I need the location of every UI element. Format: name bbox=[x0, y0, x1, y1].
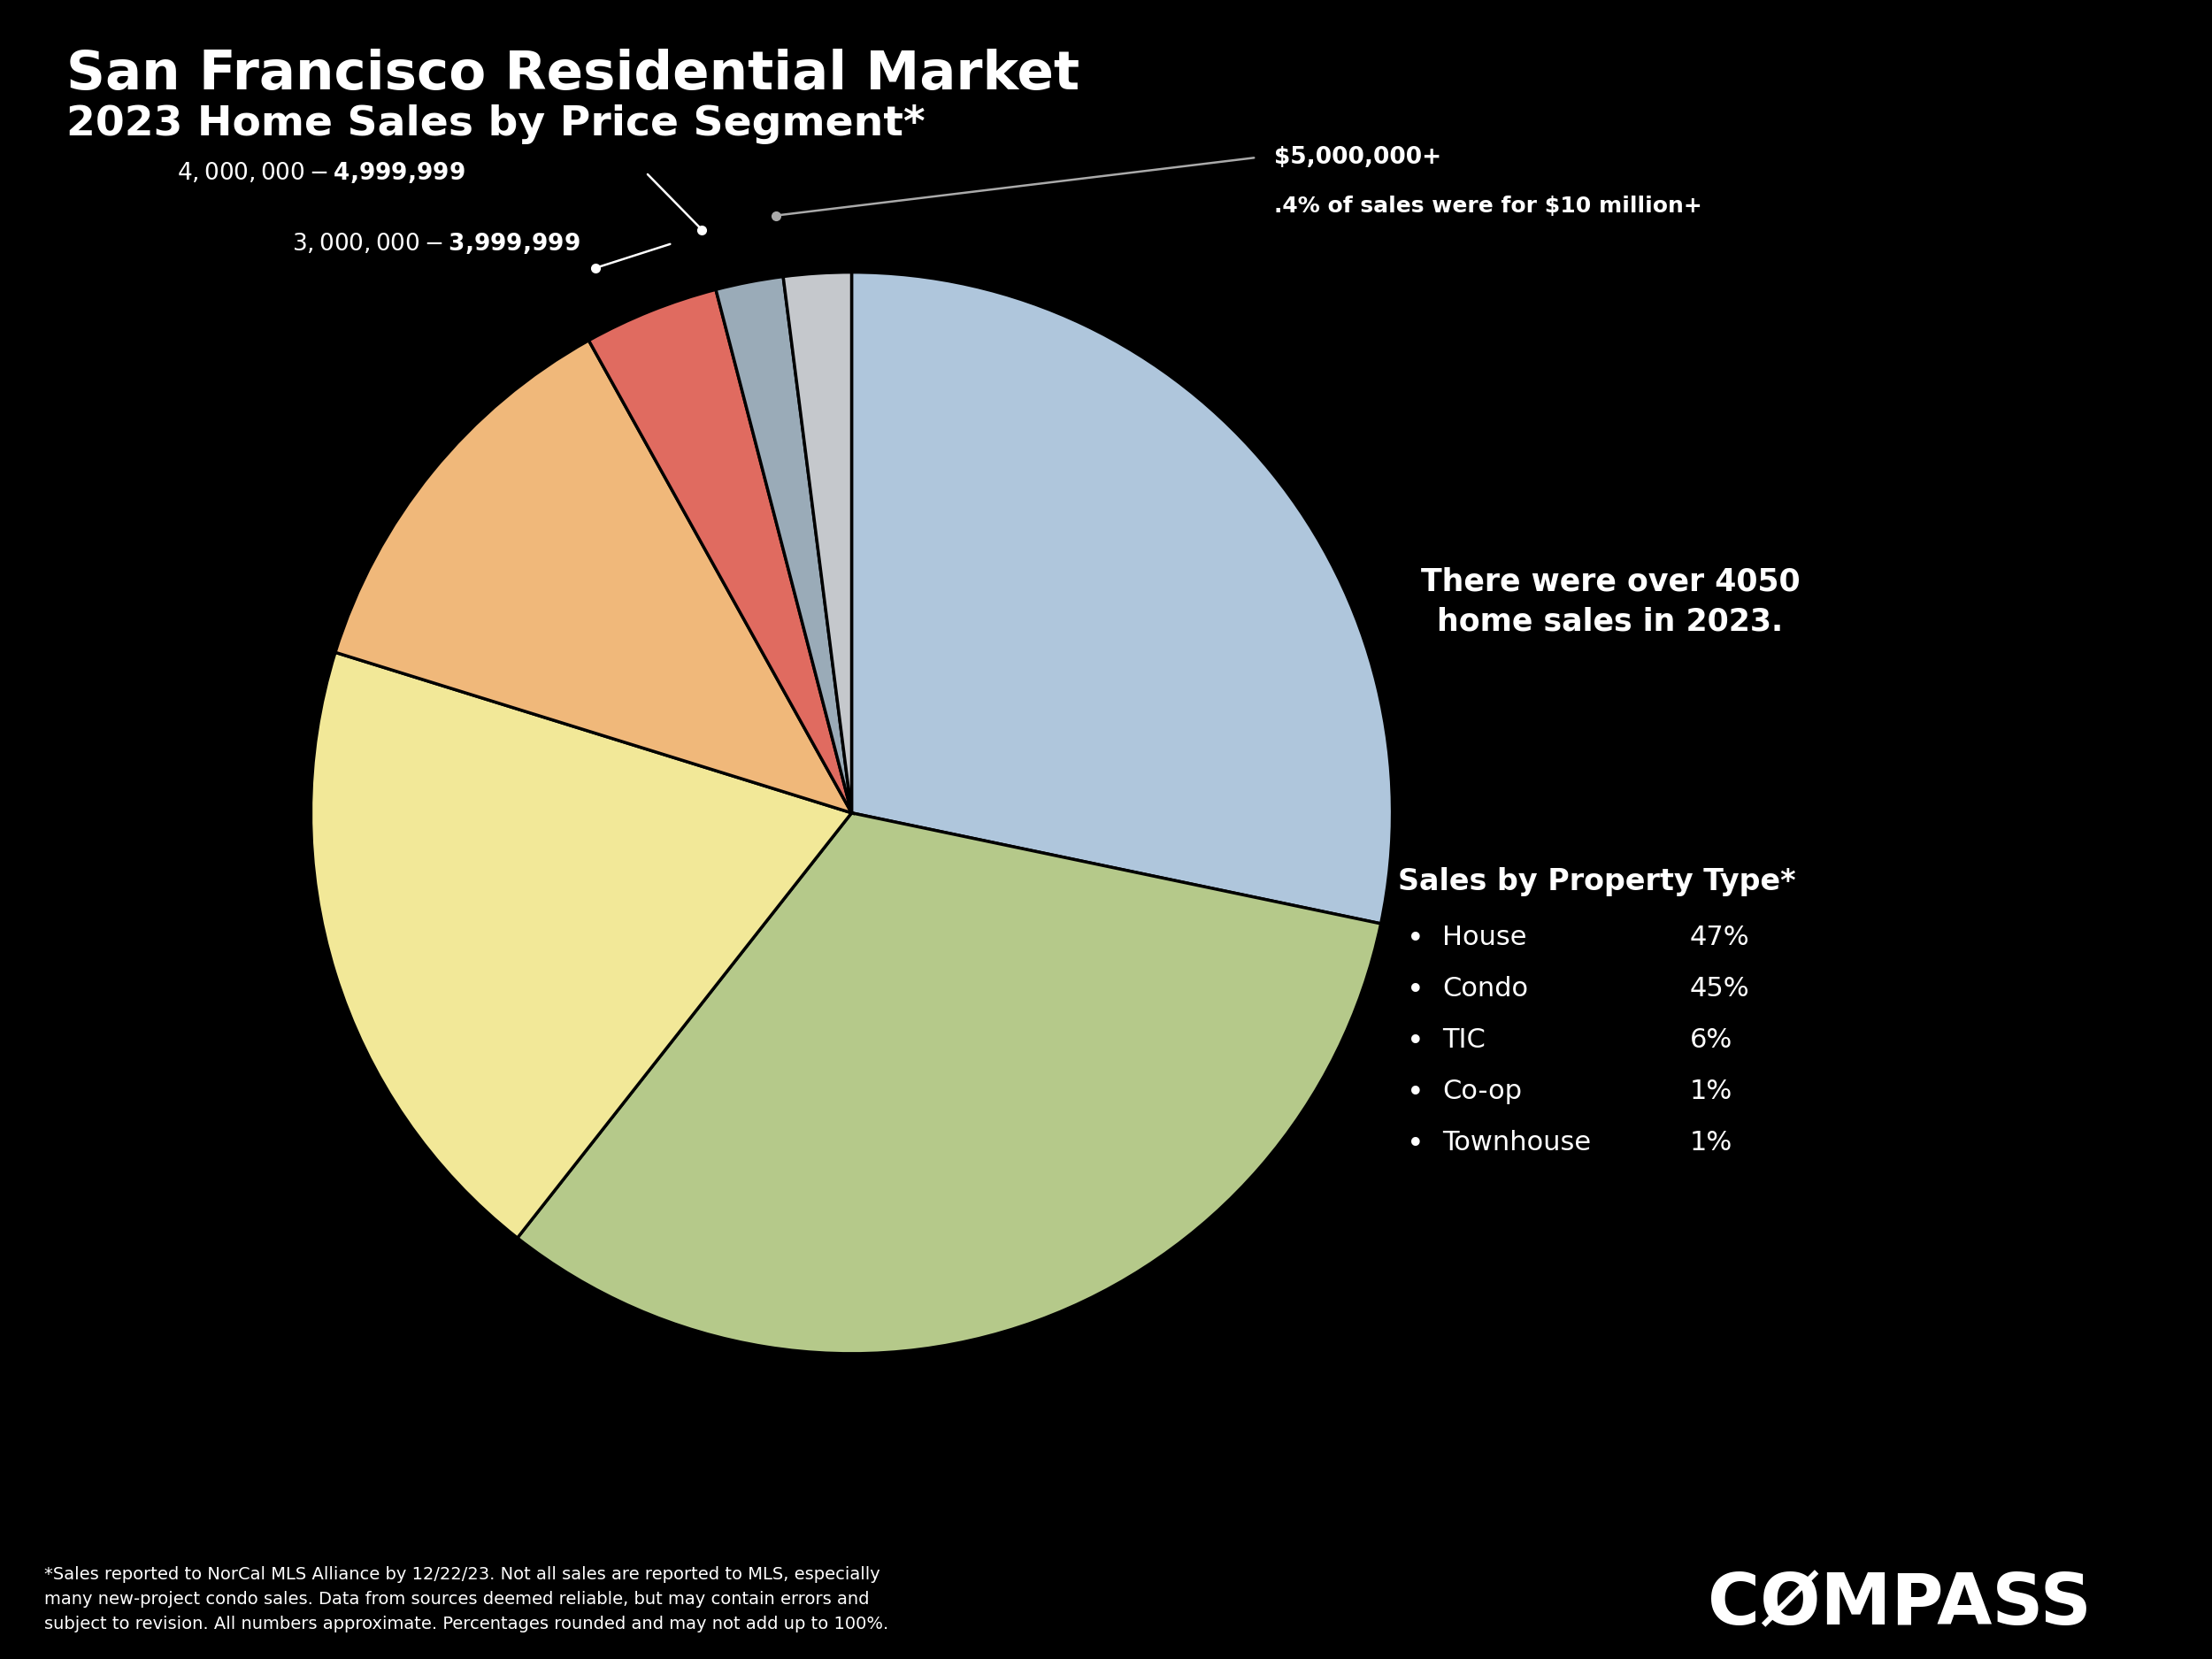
Text: 82% of sales under $1,000,000
were condos, co-ops and TICs.: 82% of sales under $1,000,000 were condo… bbox=[1075, 455, 1438, 501]
Wedge shape bbox=[588, 290, 852, 813]
Text: $1,500,000
- $1,999,999: $1,500,000 - $1,999,999 bbox=[392, 916, 584, 972]
Text: •: • bbox=[1407, 1027, 1425, 1057]
Wedge shape bbox=[518, 813, 1380, 1354]
Text: 1%: 1% bbox=[1690, 1130, 1732, 1156]
Text: Sales by Property Type*: Sales by Property Type* bbox=[1398, 868, 1796, 896]
Text: House: House bbox=[1442, 924, 1526, 951]
Text: .4% of sales were for $10 million+: .4% of sales were for $10 million+ bbox=[1274, 196, 1703, 217]
Text: There were over 4050
home sales in 2023.: There were over 4050 home sales in 2023. bbox=[1420, 567, 1801, 637]
Text: 28%: 28% bbox=[1071, 581, 1152, 614]
Text: $1,000,000
- $1,499,999: $1,000,000 - $1,499,999 bbox=[902, 1156, 1095, 1213]
Text: •: • bbox=[1407, 1078, 1425, 1108]
Wedge shape bbox=[717, 277, 852, 813]
Text: TIC: TIC bbox=[1442, 1027, 1486, 1053]
Text: $3,000,000 - $3,999,999: $3,000,000 - $3,999,999 bbox=[292, 231, 580, 255]
Text: CØMPASS: CØMPASS bbox=[1708, 1571, 2093, 1639]
Text: 19%: 19% bbox=[568, 884, 650, 917]
Text: •: • bbox=[1407, 1130, 1425, 1160]
Text: 50% of sales of $1m - $1,499,999
were condos, co-ops and TICs.: 50% of sales of $1m - $1,499,999 were co… bbox=[858, 1262, 1221, 1312]
Text: 4%: 4% bbox=[639, 400, 686, 425]
Text: 47%: 47% bbox=[1690, 924, 1750, 951]
Text: 2%: 2% bbox=[710, 325, 750, 348]
Text: 45%: 45% bbox=[1690, 975, 1750, 1002]
Wedge shape bbox=[336, 340, 852, 813]
Text: *Sales reported to NorCal MLS Alliance by 12/22/23. Not all sales are reported t: *Sales reported to NorCal MLS Alliance b… bbox=[44, 1566, 889, 1632]
Text: Condo: Condo bbox=[1442, 975, 1528, 1002]
Text: •: • bbox=[1407, 975, 1425, 1005]
Text: $2,000,000
– $2,999,999: $2,000,000 – $2,999,999 bbox=[460, 569, 646, 624]
Wedge shape bbox=[783, 272, 852, 813]
Text: 2023 Home Sales by Price Segment*: 2023 Home Sales by Price Segment* bbox=[66, 105, 925, 144]
Wedge shape bbox=[312, 652, 852, 1238]
Text: 6%: 6% bbox=[1690, 1027, 1732, 1053]
Text: 12%: 12% bbox=[624, 660, 701, 690]
Text: Townhouse: Townhouse bbox=[1442, 1130, 1590, 1156]
Text: •: • bbox=[1407, 924, 1425, 954]
Text: $5,000,000+: $5,000,000+ bbox=[1274, 146, 1442, 169]
Text: Under
$1,000,000: Under $1,000,000 bbox=[1091, 506, 1276, 571]
Text: Co-op: Co-op bbox=[1442, 1078, 1522, 1105]
Text: San Francisco Residential Market: San Francisco Residential Market bbox=[66, 48, 1079, 101]
Text: 2%: 2% bbox=[770, 314, 810, 337]
Wedge shape bbox=[852, 272, 1391, 924]
Text: 1%: 1% bbox=[1690, 1078, 1732, 1105]
Text: $4,000,000 - $4,999,999: $4,000,000 - $4,999,999 bbox=[177, 161, 465, 184]
Text: 32%: 32% bbox=[922, 1082, 1006, 1115]
